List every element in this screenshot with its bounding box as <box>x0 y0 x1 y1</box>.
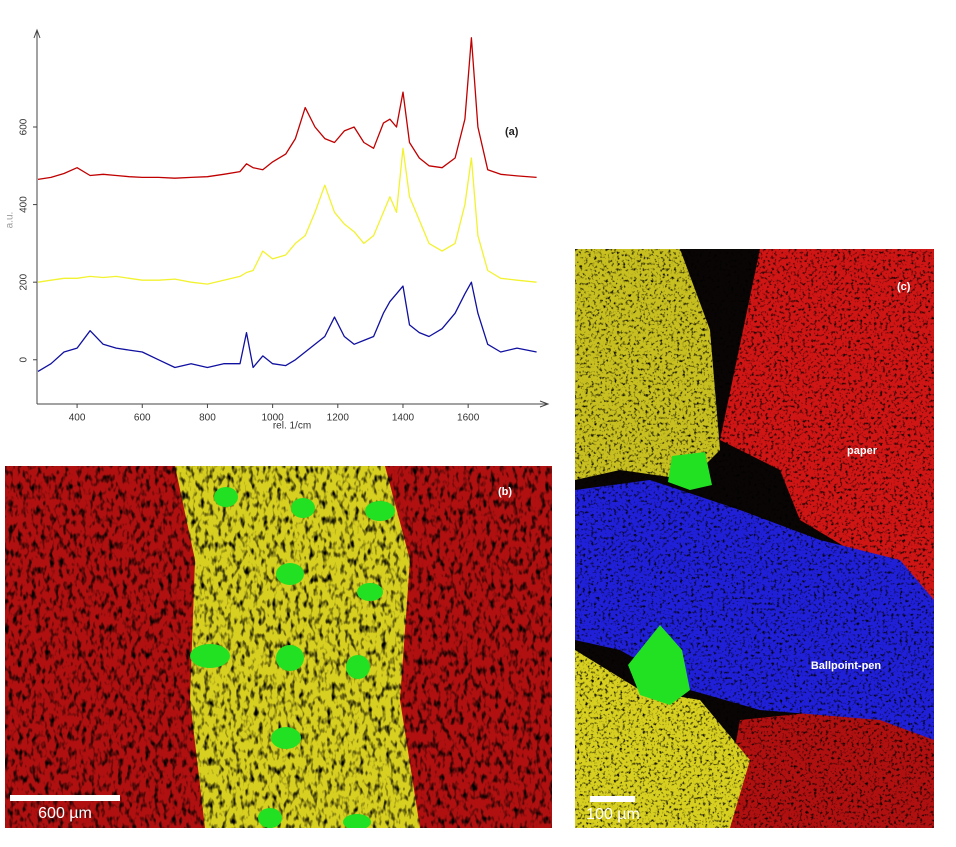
y-tick-label: 0 <box>19 357 30 363</box>
x-tick-label: 800 <box>199 413 216 424</box>
image-panel-b: (b) 600 µm <box>5 466 552 828</box>
spectrum-line <box>37 281 537 372</box>
scale-bar <box>590 796 635 802</box>
x-tick-label: 1400 <box>392 413 415 424</box>
x-tick-label: 600 <box>134 413 151 424</box>
y-tick-label: 600 <box>19 118 30 135</box>
panel-label: (c) <box>897 281 911 293</box>
image-panel-c: (c) paper Ballpoint-pen 100 µm <box>575 249 934 828</box>
map-texture <box>5 466 552 828</box>
x-tick-label: 1600 <box>457 413 480 424</box>
y-tick-label: 200 <box>19 273 30 290</box>
x-axis-label: rel. 1/cm <box>273 421 311 432</box>
map-texture <box>575 249 934 828</box>
scale-bar-label: 600 µm <box>38 805 92 822</box>
chart-title: (a) <box>505 126 519 138</box>
panel-label: (b) <box>498 486 512 498</box>
annotation: paper <box>847 445 878 457</box>
map-spots <box>628 452 712 705</box>
y-axis-arrow <box>33 28 41 39</box>
spectrum-line <box>37 37 537 181</box>
spectrum-line <box>37 147 537 285</box>
spectra-chart: (a) rel. 1/cm a.u. 400 600 800 1000 1200 1400… <box>5 28 550 432</box>
x-tick-label: 1200 <box>327 413 350 424</box>
annotation: Ballpoint-pen <box>811 660 882 672</box>
x-tick-label: 400 <box>69 413 86 424</box>
map-spots <box>190 487 395 828</box>
y-tick-label: 400 <box>19 196 30 213</box>
scale-bar-label: 100 µm <box>586 806 640 823</box>
x-axis-arrow <box>539 400 550 408</box>
scale-bar <box>10 795 120 801</box>
y-axis-label: a.u. <box>5 212 16 229</box>
x-tick-label: 1000 <box>261 413 284 424</box>
